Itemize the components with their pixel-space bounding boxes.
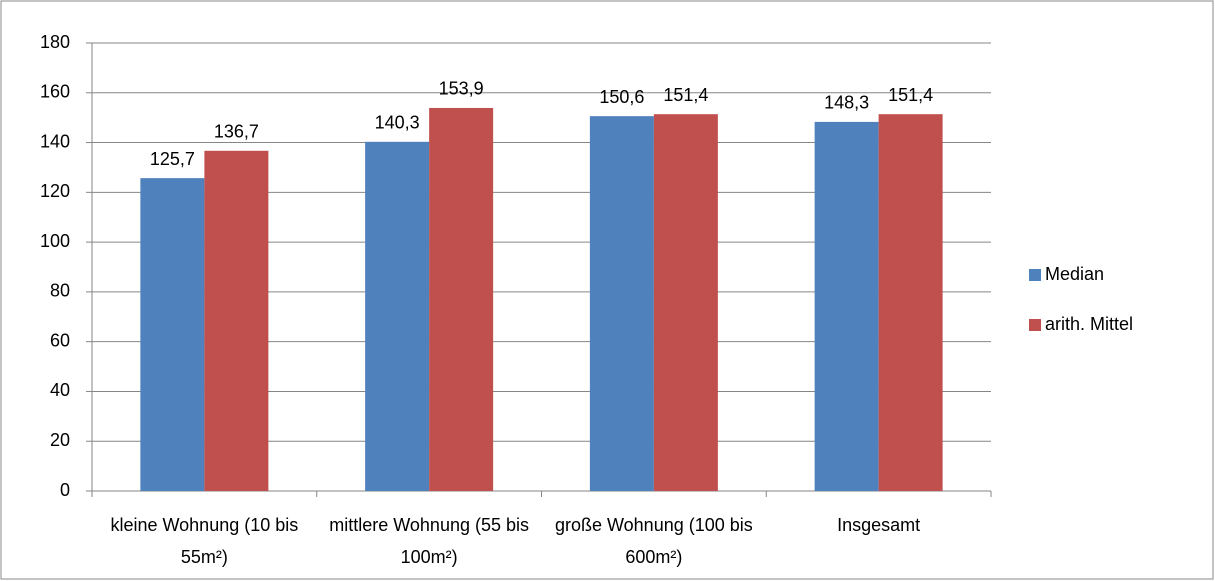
bar	[589, 116, 654, 491]
value-label: 125,7	[150, 149, 195, 169]
y-tick-label: 160	[40, 82, 70, 102]
y-tick-label: 120	[40, 181, 70, 201]
y-tick-label: 100	[40, 231, 70, 251]
bar	[204, 150, 269, 491]
legend-label: arith. Mittel	[1045, 314, 1133, 334]
x-tick-label: große Wohnung (100 bis 600m²)	[554, 515, 753, 567]
value-label: 151,4	[663, 85, 708, 105]
value-label: 148,3	[824, 93, 869, 113]
y-tick-label: 60	[50, 330, 70, 350]
bar	[878, 114, 943, 491]
x-tick-label: kleine Wohnung (10 bis 55m²)	[110, 515, 299, 567]
bar	[814, 121, 879, 492]
y-tick-label: 0	[60, 480, 70, 500]
y-tick-label: 180	[40, 32, 70, 52]
bar	[365, 141, 430, 491]
value-label: 151,4	[888, 85, 933, 105]
bar	[653, 114, 718, 491]
y-tick-label: 20	[50, 430, 70, 450]
value-label: 140,3	[375, 113, 420, 133]
value-label: 136,7	[214, 122, 259, 142]
x-tick-label: Insgesamt	[837, 515, 921, 535]
legend-swatch	[1029, 319, 1041, 331]
y-tick-label: 140	[40, 131, 70, 151]
x-tick-label: mittlere Wohnung (55 bis 100m²)	[329, 515, 530, 567]
legend-swatch	[1029, 269, 1041, 281]
bar	[429, 107, 494, 492]
legend-label: Median	[1045, 264, 1104, 284]
y-tick-label: 40	[50, 380, 70, 400]
value-label: 153,9	[439, 79, 484, 99]
bar	[140, 178, 205, 491]
value-label: 150,6	[599, 87, 644, 107]
y-tick-label: 80	[50, 281, 70, 301]
